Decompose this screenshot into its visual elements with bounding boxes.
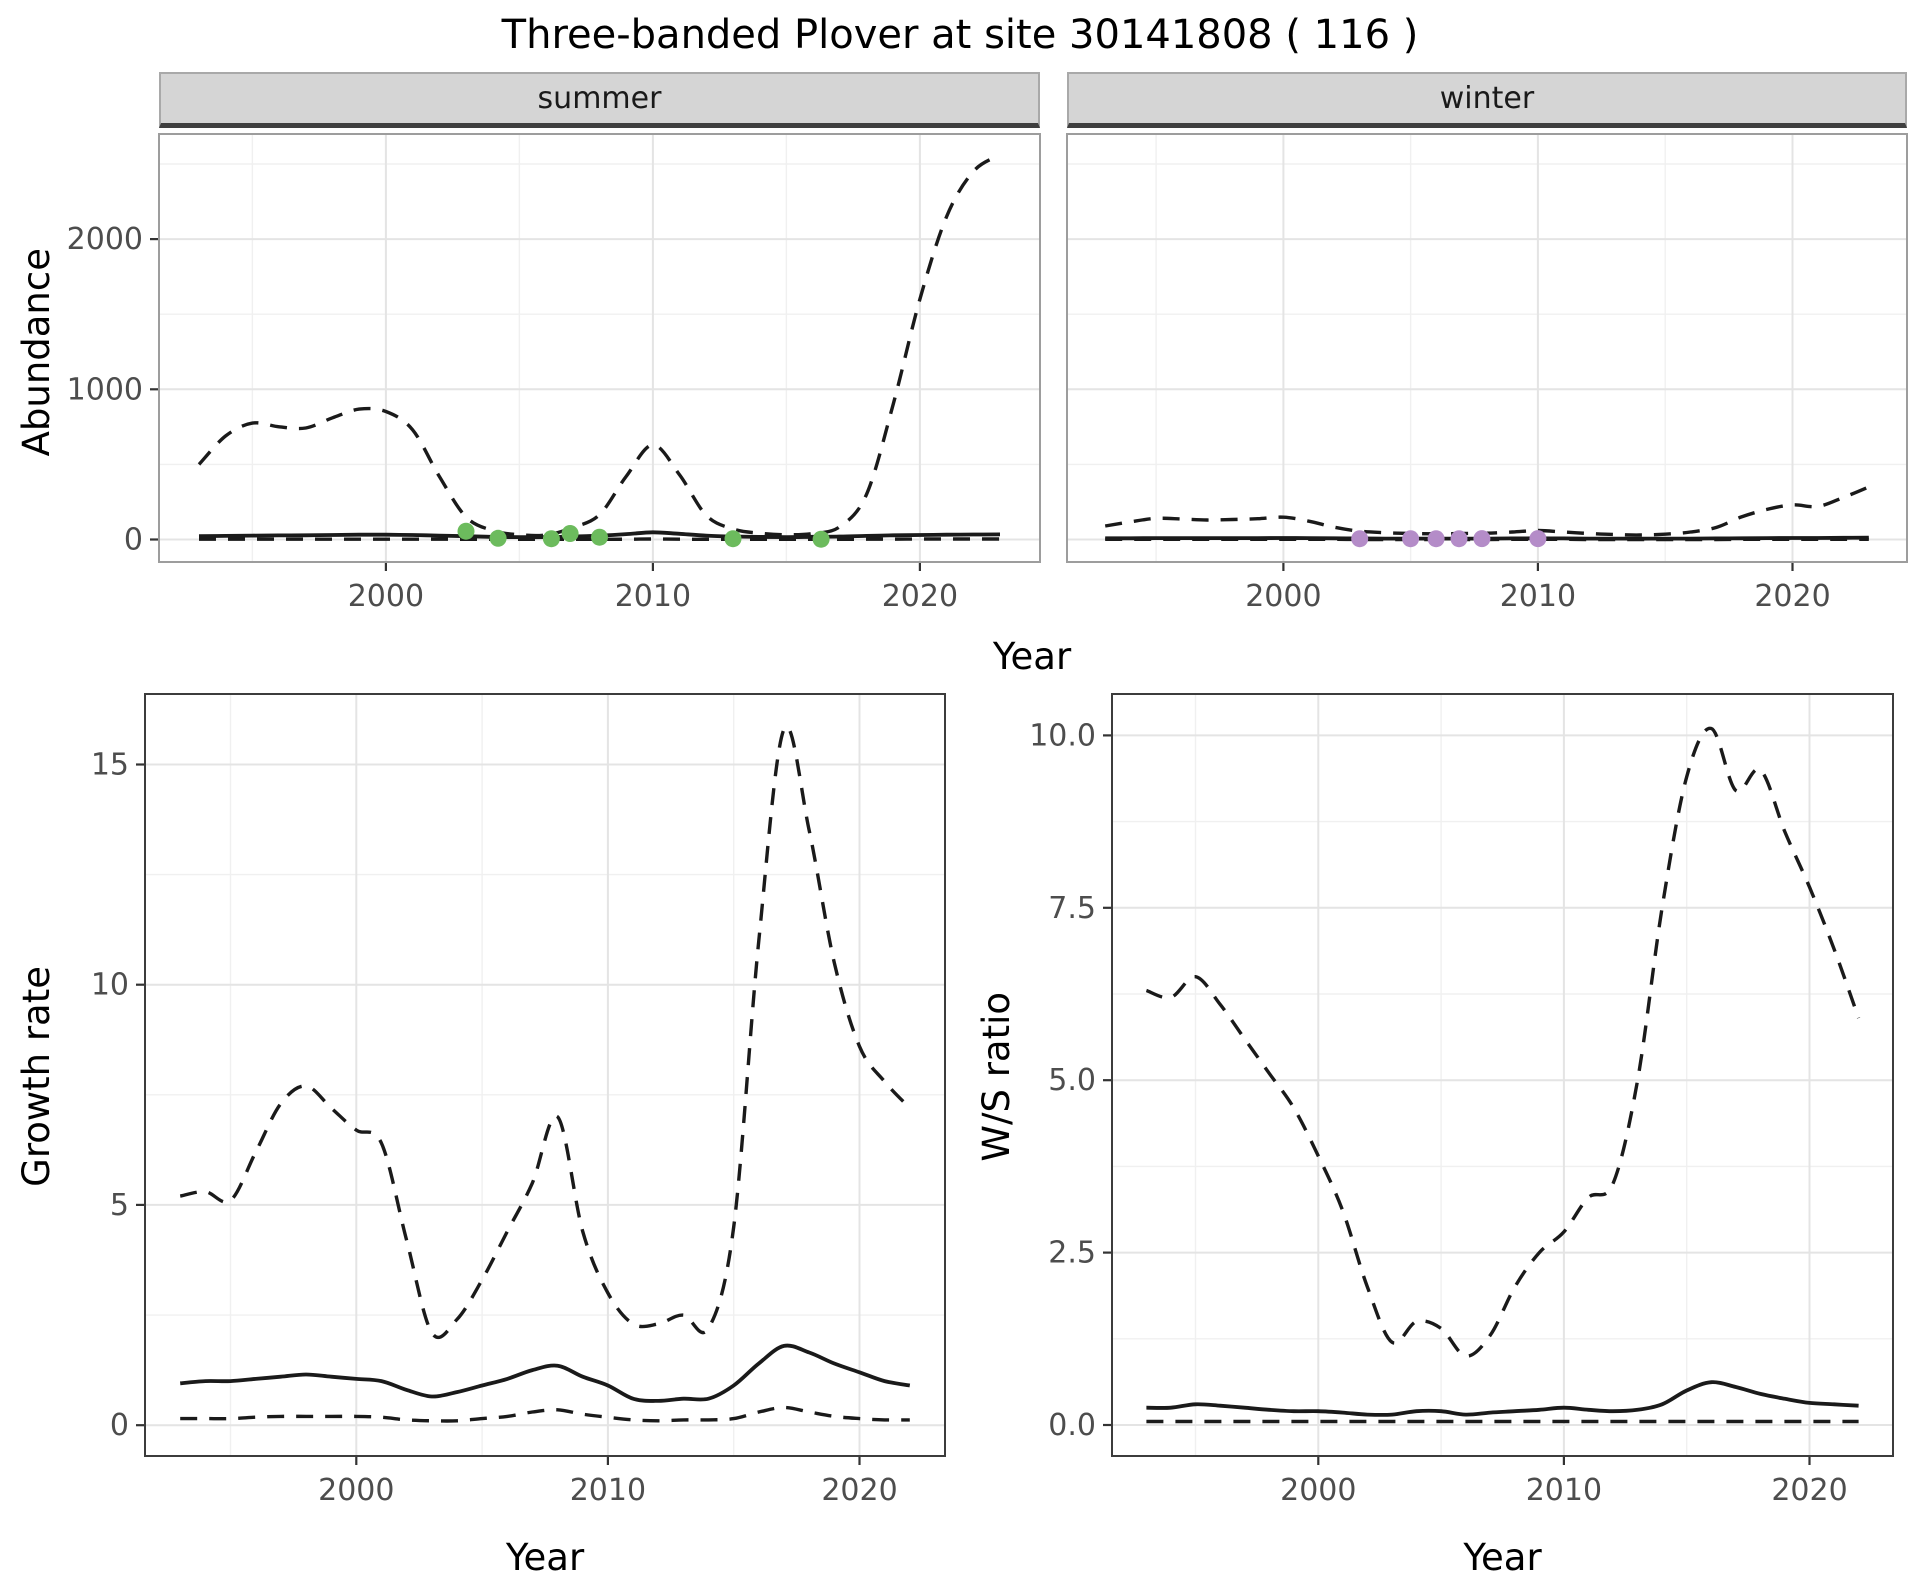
growth-rate-panel: Growth rate 2000 2010 2020 0 5 10 15 Year bbox=[8, 684, 960, 1579]
growth-rate-y-axis-title-wrap: Growth rate bbox=[8, 684, 64, 1579]
svg-text:0: 0 bbox=[110, 1408, 129, 1443]
facet-strip-winter: winter bbox=[1067, 72, 1907, 128]
abundance-summer-chart: 2000 2010 2020 0 1000 2000 bbox=[67, 133, 1041, 614]
ws-ratio-x-axis-title: Year bbox=[1463, 1536, 1542, 1579]
growth-rate-x-axis-title: Year bbox=[505, 1536, 585, 1579]
abundance-y-axis-title-wrap: Abundance bbox=[8, 72, 64, 633]
svg-text:0: 0 bbox=[124, 523, 143, 558]
abundance-winter-chart: 2000 2010 2020 bbox=[1066, 133, 1908, 614]
svg-text:2020: 2020 bbox=[1771, 1473, 1847, 1508]
svg-text:10.0: 10.0 bbox=[1029, 718, 1096, 753]
svg-text:2.5: 2.5 bbox=[1048, 1236, 1096, 1271]
abundance-y-axis-title: Abundance bbox=[14, 248, 58, 457]
growth-rate-y-axis-title: Growth rate bbox=[14, 966, 58, 1187]
svg-text:2000: 2000 bbox=[1280, 1473, 1356, 1508]
svg-text:0.0: 0.0 bbox=[1048, 1408, 1096, 1443]
svg-text:2010: 2010 bbox=[615, 579, 691, 614]
abundance-facet-row: Abundance summer 2000 2010 2020 0 1000 2000 w… bbox=[8, 72, 1912, 633]
abundance-x-axis-title: Year bbox=[992, 635, 1072, 678]
facet-winter: winter 2000 2010 2020 bbox=[1042, 72, 1912, 633]
svg-text:5: 5 bbox=[110, 1188, 129, 1223]
ws-ratio-y-axis-title-wrap: W/S ratio bbox=[968, 684, 1024, 1579]
svg-text:15: 15 bbox=[91, 748, 129, 783]
svg-text:2010: 2010 bbox=[570, 1473, 646, 1508]
facet-strip-summer: summer bbox=[159, 72, 1040, 128]
growth-rate-column: 2000 2010 2020 0 5 10 15 Year bbox=[64, 684, 960, 1579]
facet-strip-summer-label: summer bbox=[537, 81, 662, 116]
growth-rate-chart: 2000 2010 2020 0 5 10 15 bbox=[91, 693, 946, 1508]
svg-text:2000: 2000 bbox=[348, 579, 424, 614]
svg-text:2020: 2020 bbox=[821, 1473, 897, 1508]
facet-summer: summer 2000 2010 2020 0 1000 2000 bbox=[64, 72, 1042, 633]
svg-text:2020: 2020 bbox=[1754, 579, 1830, 614]
svg-text:2020: 2020 bbox=[882, 579, 958, 614]
facet-strip-winter-label: winter bbox=[1439, 81, 1535, 116]
ws-ratio-column: 2000 2010 2020 0.0 2.5 5.0 7.5 10.0 Year bbox=[1024, 684, 1908, 1579]
ws-ratio-chart: 2000 2010 2020 0.0 2.5 5.0 7.5 10.0 bbox=[1029, 693, 1894, 1508]
ws-ratio-y-axis-title: W/S ratio bbox=[974, 991, 1018, 1162]
ws-ratio-panel: W/S ratio 2000 2010 2020 0.0 2.5 5.0 7.5 10.0 Y… bbox=[968, 684, 1908, 1579]
svg-text:2000: 2000 bbox=[1245, 579, 1321, 614]
figure-title: Three-banded Plover at site 30141808 ( 1… bbox=[501, 12, 1419, 58]
svg-text:2010: 2010 bbox=[1500, 579, 1576, 614]
svg-text:2000: 2000 bbox=[67, 222, 143, 257]
svg-text:7.5: 7.5 bbox=[1048, 891, 1096, 926]
svg-text:10: 10 bbox=[91, 968, 129, 1003]
svg-text:2000: 2000 bbox=[318, 1473, 394, 1508]
svg-text:5.0: 5.0 bbox=[1048, 1063, 1096, 1098]
svg-text:2010: 2010 bbox=[1526, 1473, 1602, 1508]
bottom-row: Growth rate 2000 2010 2020 0 5 10 15 Year W/S … bbox=[8, 684, 1912, 1579]
svg-text:1000: 1000 bbox=[67, 372, 143, 407]
